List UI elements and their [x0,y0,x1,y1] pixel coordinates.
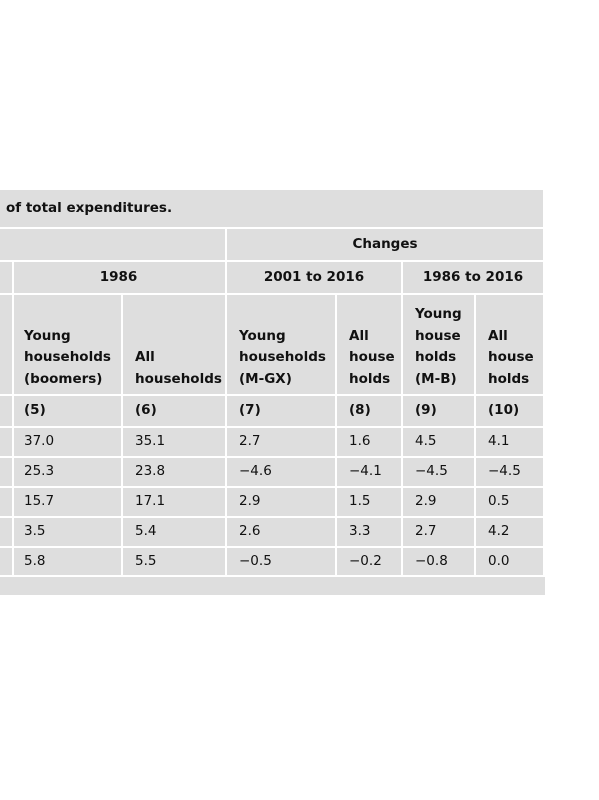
table-cell: −4.5 [403,458,476,488]
table-cell: 3.3 [337,518,403,548]
table-cell: 4.5 [403,428,476,458]
column-header: Young households (boomers) [12,295,123,396]
column-header: All households [123,295,227,396]
table-cell: −0.2 [337,548,403,577]
table-cell: 5.4 [123,518,227,548]
blank [0,488,14,518]
column-number: (8) [337,396,403,428]
table-cell: 0.0 [476,548,545,577]
column-header: Young house holds (M-B) [403,295,476,396]
table-cell: −4.5 [476,458,545,488]
blank [0,548,14,577]
table-cell: 3.5 [12,518,123,548]
blank [0,396,14,428]
period-header: 1986 to 2016 [403,262,545,295]
column-number: (10) [476,396,545,428]
blank [0,458,14,488]
period-header: 1986 [12,262,227,295]
table-cell: 25.3 [12,458,123,488]
blank [0,295,14,396]
group-header: Changes [227,229,545,262]
table-cell: 2.6 [227,518,337,548]
column-number: (5) [12,396,123,428]
column-header: All house holds [476,295,545,396]
table-cell: −0.5 [227,548,337,577]
table: of total expenditures. Changes 1986 2001 to… [0,190,545,595]
table-title: of total expenditures. [0,190,545,229]
table-cell: 2.7 [403,518,476,548]
column-header: All house holds [337,295,403,396]
column-number: (6) [123,396,227,428]
table-cell: 5.8 [12,548,123,577]
table-cell: 2.9 [403,488,476,518]
table-cell: 17.1 [123,488,227,518]
table-cell: 37.0 [12,428,123,458]
column-number: (7) [227,396,337,428]
table-cell: 4.2 [476,518,545,548]
blank [0,428,14,458]
blank [0,229,227,262]
table-cell: 23.8 [123,458,227,488]
table-cell: 2.7 [227,428,337,458]
table-cell: 15.7 [12,488,123,518]
table-cell: 1.6 [337,428,403,458]
table-cell: −4.6 [227,458,337,488]
table-cell: 2.9 [227,488,337,518]
column-number: (9) [403,396,476,428]
period-header: 2001 to 2016 [227,262,403,295]
table-cell: 5.5 [123,548,227,577]
table-cell: 1.5 [337,488,403,518]
blank [0,518,14,548]
blank [0,262,14,295]
table-cell: 0.5 [476,488,545,518]
table-cell: 35.1 [123,428,227,458]
column-header: Young households (M-GX) [227,295,337,396]
table-cell: 4.1 [476,428,545,458]
table-cell: −0.8 [403,548,476,577]
table-cell: −4.1 [337,458,403,488]
